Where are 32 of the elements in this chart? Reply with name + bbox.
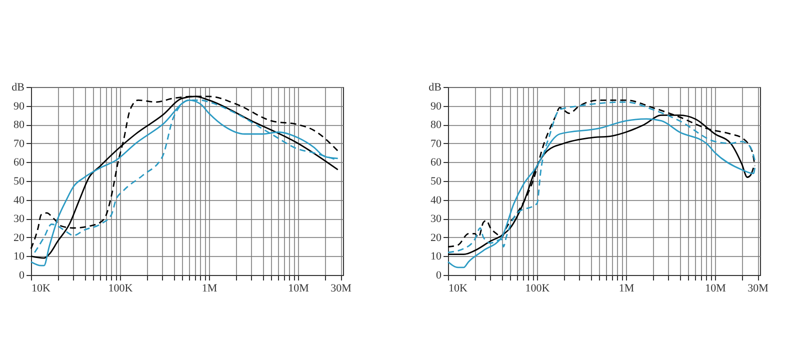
y-tick-label: 60 xyxy=(14,156,25,169)
y-tick-label: 70 xyxy=(430,138,442,150)
y-tick-label: 80 xyxy=(14,119,25,132)
y-tick-label: 40 xyxy=(14,194,25,206)
y-tick-label: 0 xyxy=(19,270,25,282)
y-tick-label: 10 xyxy=(430,250,442,263)
y-tick-label: dB xyxy=(12,82,24,94)
x-tick-label: 100K xyxy=(108,282,133,294)
y-tick-label: 40 xyxy=(430,194,442,206)
x-tick-label: 1M xyxy=(202,282,218,294)
x-tick-label: 30M xyxy=(748,282,769,294)
x-tick-label: 10K xyxy=(448,282,468,294)
x-tick-label: 1M xyxy=(618,282,634,294)
y-tick-label: 20 xyxy=(14,232,25,244)
y-tick-label: 90 xyxy=(14,100,25,112)
y-tick-label: 70 xyxy=(14,138,25,150)
x-tick-label: 100K xyxy=(525,282,550,294)
y-tick-label: 20 xyxy=(430,232,442,244)
y-tick-label: 30 xyxy=(430,213,442,226)
x-tick-label: 10M xyxy=(288,282,310,294)
y-tick-label: 80 xyxy=(430,119,442,132)
y-tick-label: 0 xyxy=(436,270,442,282)
x-tick-label: 10K xyxy=(32,282,50,294)
x-tick-label: 10M xyxy=(705,282,726,294)
y-tick-label: dB xyxy=(428,82,442,94)
y-tick-label: 50 xyxy=(14,176,25,188)
y-tick-label: 50 xyxy=(430,176,442,188)
x-tick-label: 30M xyxy=(330,282,352,294)
y-tick-label: 30 xyxy=(14,213,25,226)
y-tick-label: 60 xyxy=(430,156,442,169)
y-tick-label: 10 xyxy=(14,250,25,263)
y-tick-label: 90 xyxy=(430,100,442,112)
